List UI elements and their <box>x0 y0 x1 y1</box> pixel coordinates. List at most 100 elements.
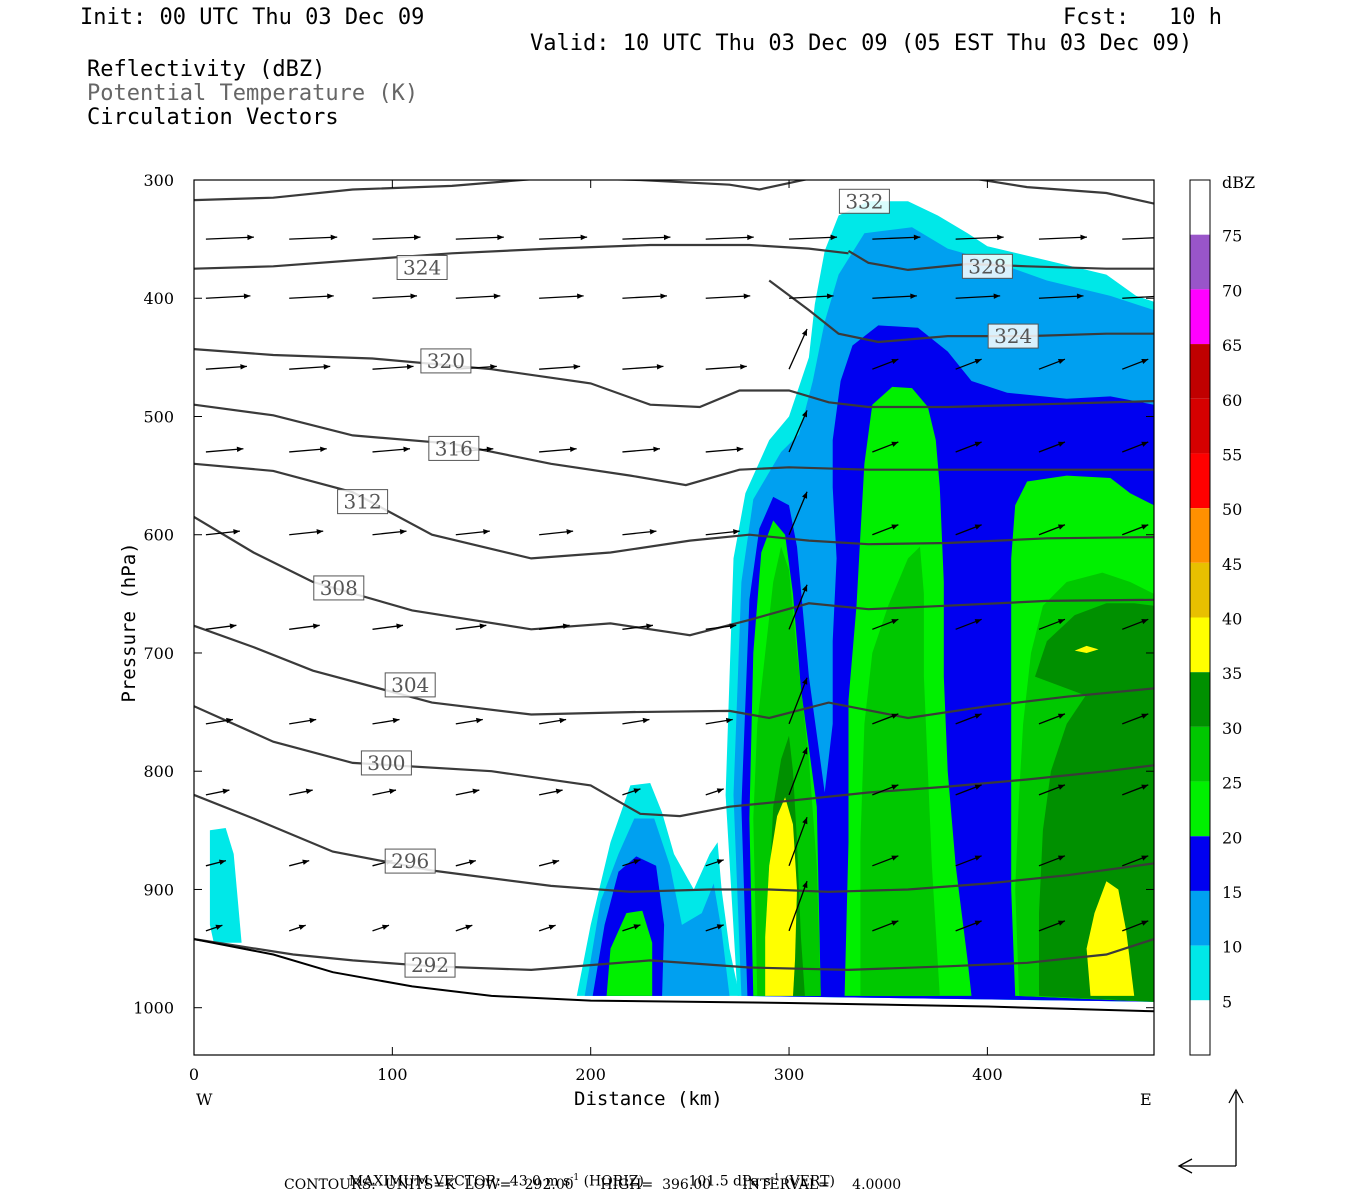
colorbar-label: 30 <box>1222 719 1242 738</box>
vector-arrowhead <box>997 234 1004 241</box>
vector-arrowhead <box>891 920 899 926</box>
vector-arrowhead <box>476 717 483 724</box>
vector-arrowhead <box>229 623 237 629</box>
vector-arrowhead <box>747 234 754 241</box>
vector-arrowhead <box>716 924 724 930</box>
vector-arrowhead <box>801 410 808 418</box>
vector-arrowhead <box>1057 441 1065 447</box>
vector-arrowhead <box>403 446 411 453</box>
colorbar-label: 25 <box>1222 774 1242 793</box>
colorbar-segment <box>1190 508 1210 563</box>
reflectivity-region-15 <box>1039 653 1154 1002</box>
vector-arrow <box>789 295 834 299</box>
theta-label-box-328 <box>961 253 1013 279</box>
theta-label-316: 316 <box>435 436 473 460</box>
vector-arrowhead <box>1057 524 1065 530</box>
max-vector-label: MAXIMUM VECTOR: <box>348 1173 501 1190</box>
x-right-label: E <box>1140 1090 1152 1109</box>
vector-arrow <box>788 747 808 796</box>
vector-arrowhead <box>552 859 560 865</box>
vector-arrow <box>788 677 808 725</box>
vector-arrow <box>622 295 667 299</box>
vector-arrowhead <box>1057 619 1065 625</box>
theta-contour-304 <box>194 624 1154 720</box>
vector-arrowhead <box>233 529 240 535</box>
theta-label-324: 324 <box>994 324 1032 348</box>
x-left-label: W <box>196 1090 213 1109</box>
colorbar-label: 75 <box>1222 227 1242 246</box>
vector-arrowhead <box>891 524 899 530</box>
vector-arrowhead <box>236 446 244 453</box>
vector-arrow <box>788 584 808 630</box>
reference-vector-horizontal-head <box>1177 1158 1193 1174</box>
vector-arrowhead <box>573 364 581 370</box>
vector-arrowhead <box>218 859 226 865</box>
vector-arrowhead <box>226 717 233 724</box>
vector-arrow <box>289 365 331 370</box>
colorbar-title: dBZ <box>1222 173 1255 192</box>
terrain-surface-line <box>194 938 1154 1013</box>
colorbar-label: 55 <box>1222 445 1242 464</box>
vector-arrow <box>788 491 808 535</box>
vector-arrowhead <box>716 859 724 865</box>
x-tick-label: 100 <box>377 1065 408 1084</box>
vector-arrowhead <box>247 234 254 241</box>
vector-arrowhead <box>1141 619 1149 625</box>
vector-arrowhead <box>642 717 650 724</box>
vector-arrow <box>455 236 504 240</box>
forecast-hour: Fcst: 10 h <box>1063 5 1222 30</box>
vector-arrowhead <box>974 713 982 719</box>
vector-arrowhead <box>802 584 808 592</box>
vector-arrowhead <box>243 293 251 299</box>
vector-arrowhead <box>802 817 808 825</box>
vector-arrowhead <box>974 784 982 790</box>
vector-arrowhead <box>413 234 421 241</box>
vector-arrowhead <box>302 859 310 865</box>
theta-label-296: 296 <box>391 849 429 873</box>
reflectivity-region-0 <box>209 828 242 943</box>
vector-arrowhead <box>891 619 899 625</box>
vector-arrowhead <box>1141 441 1149 447</box>
reflectivity-region-17 <box>765 797 797 996</box>
theta-label-box-316 <box>428 435 480 461</box>
vector-arrowhead <box>1057 358 1065 365</box>
colorbar-segment <box>1190 726 1210 782</box>
colorbar-segment <box>1190 945 1210 1001</box>
vert-tag: (VERT) <box>784 1173 835 1190</box>
vector-arrow <box>372 365 414 370</box>
vector-arrowhead <box>309 717 317 724</box>
vector-arrowhead <box>802 491 808 499</box>
theta-contour-316 <box>194 403 1154 487</box>
vector-arrow <box>705 236 754 240</box>
vector-arrowhead <box>1141 920 1149 926</box>
colorbar-label: 20 <box>1222 828 1242 847</box>
colorbar-segment-bottom <box>1190 1000 1210 1055</box>
reference-vector-vertical-head <box>1228 1088 1244 1104</box>
vector-arrowhead <box>497 234 504 241</box>
colorbar-segment <box>1190 617 1210 673</box>
colorbar-segment <box>1190 344 1210 399</box>
vector-arrowhead <box>740 364 747 370</box>
vector-arrowhead <box>490 364 497 370</box>
vector-arrow <box>872 295 917 299</box>
valid-time: Valid: 10 UTC Thu 03 Dec 09 (05 EST Thu … <box>530 31 1193 56</box>
vector-arrowhead <box>910 293 917 299</box>
colorbar-label: 10 <box>1222 938 1242 957</box>
vector-arrowhead <box>830 234 838 241</box>
colorbar-segment <box>1190 836 1210 891</box>
y-tick-label: 1000 <box>133 999 174 1018</box>
vector-arrowhead <box>891 784 899 790</box>
contour-info: CONTOURS: UNITS=K LOW= 292.00 HIGH= 396.… <box>284 1177 902 1193</box>
theta-label-box-312 <box>337 489 389 515</box>
vector-arrowhead <box>974 619 982 625</box>
vector-arrowhead <box>1057 920 1065 926</box>
vector-arrowhead <box>493 293 501 299</box>
vector-arrowhead <box>327 293 334 299</box>
colorbar-label: 40 <box>1222 610 1242 629</box>
vector-arrowhead <box>399 529 407 535</box>
vert-exponent: -1 <box>770 1173 780 1183</box>
theta-label-box-320 <box>420 348 472 374</box>
vector-arrowhead <box>743 293 751 299</box>
vector-arrowhead <box>974 855 982 861</box>
